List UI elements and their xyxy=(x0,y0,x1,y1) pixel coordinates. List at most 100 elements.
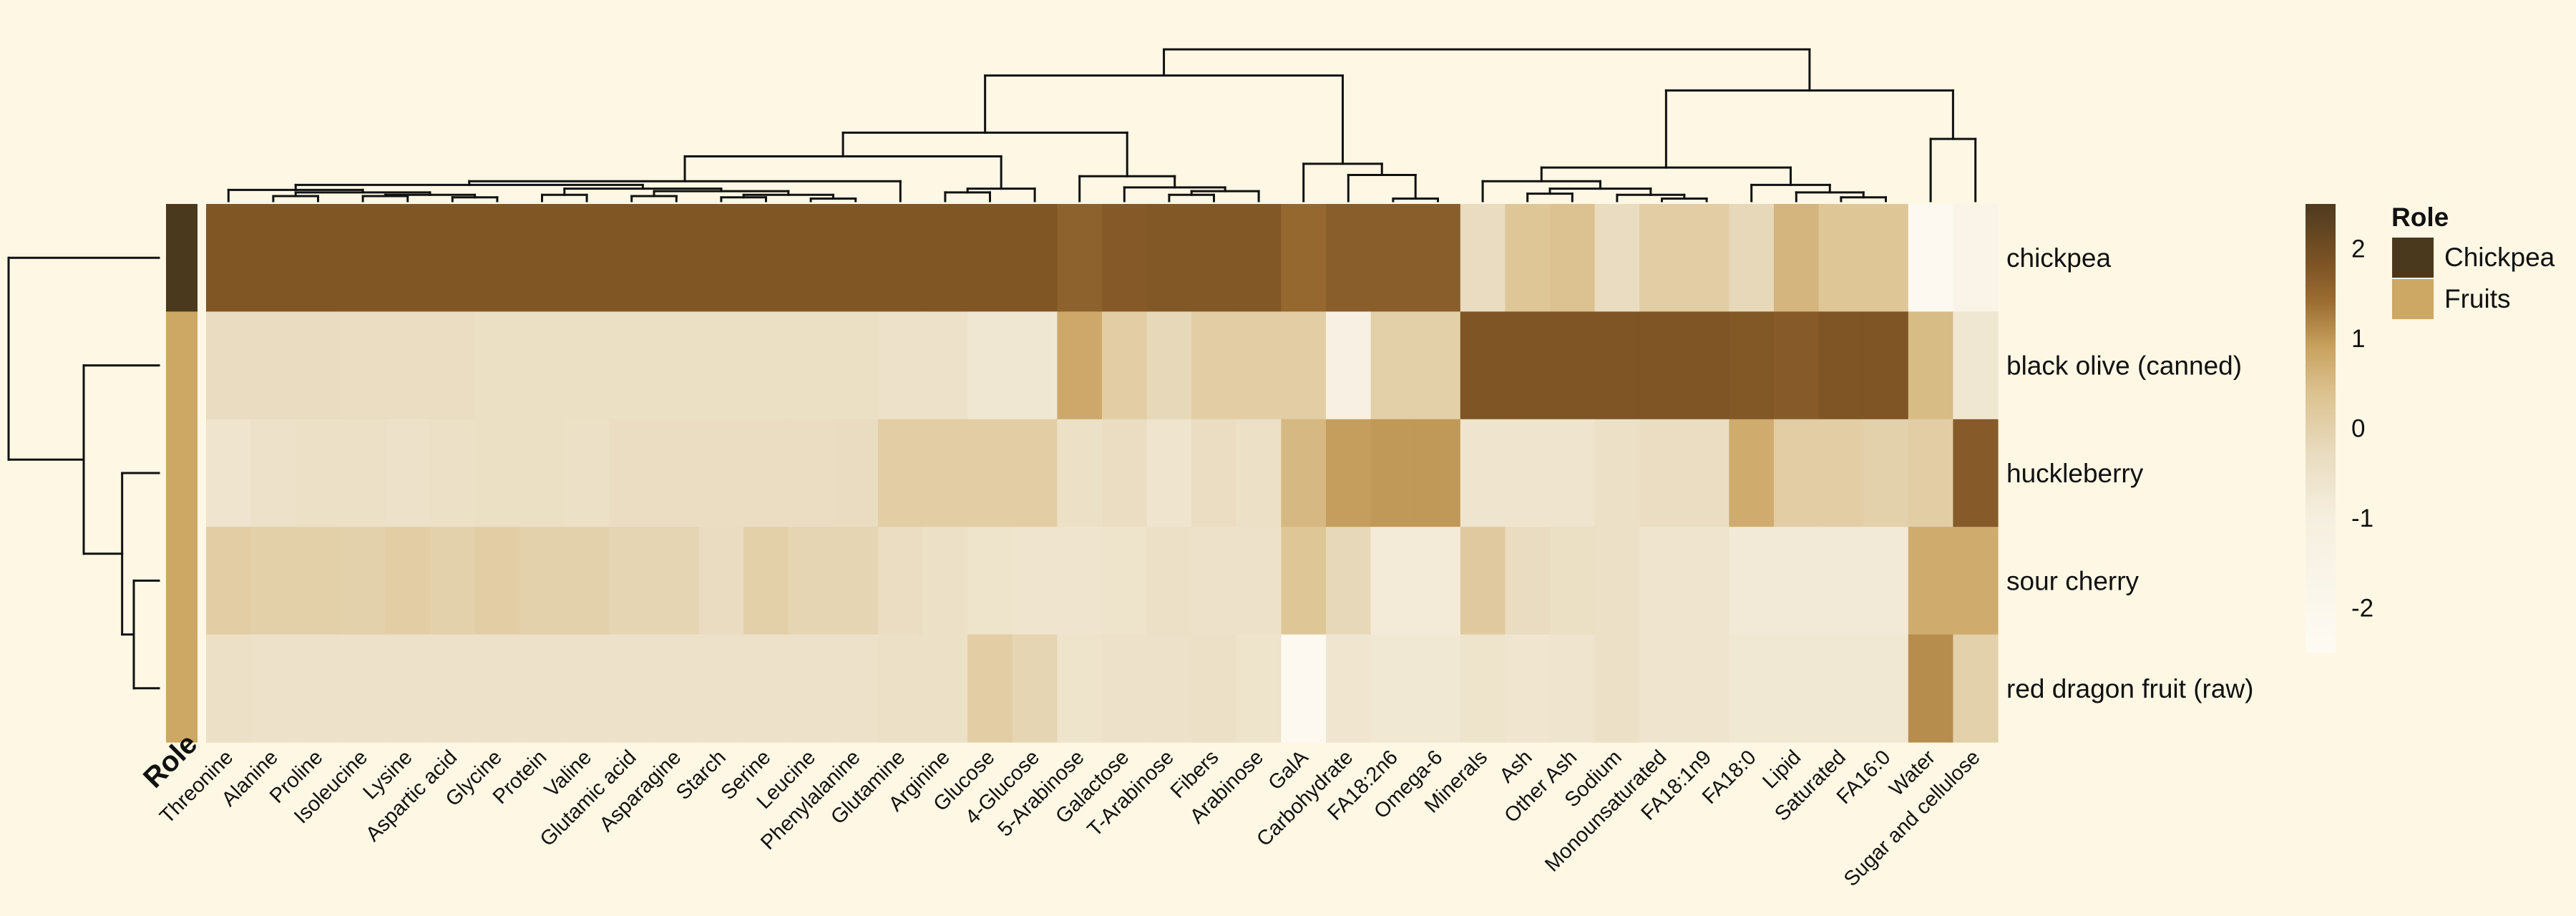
heatmap-cell xyxy=(1863,419,1909,527)
heatmap-cell xyxy=(1863,311,1909,420)
heatmap-cell xyxy=(1102,204,1148,312)
heatmap-cell xyxy=(430,634,476,743)
role-annotation-cell xyxy=(166,204,197,312)
heatmap-cell xyxy=(1146,419,1192,527)
heatmap-cell xyxy=(1908,204,1953,312)
colorbar: 2 1 0 -1 -2 xyxy=(2306,204,2373,653)
heatmap-cell xyxy=(1818,527,1864,635)
heatmap-cell xyxy=(1326,204,1372,312)
heatmap-cell xyxy=(698,419,744,527)
heatmap-cell xyxy=(1057,527,1103,635)
heatmap-cell xyxy=(878,311,924,420)
heatmap-cell xyxy=(1639,527,1685,635)
row-label: sour cherry xyxy=(2006,566,2140,595)
heatmap-cell xyxy=(1774,311,1820,420)
heatmap-cell xyxy=(1550,204,1596,312)
heatmap-cell xyxy=(1684,204,1729,312)
heatmap-cell xyxy=(519,527,565,635)
heatmap-cell xyxy=(922,419,968,527)
heatmap-cell xyxy=(922,527,968,635)
heatmap-cell xyxy=(340,527,386,635)
heatmap-cell xyxy=(340,634,386,743)
heatmap-cell xyxy=(430,204,476,312)
heatmap-cell xyxy=(250,311,296,420)
heatmap-cell xyxy=(1908,527,1953,635)
heatmap-cell xyxy=(296,311,341,420)
heatmap-cell xyxy=(1505,634,1551,743)
heatmap-cell xyxy=(519,311,565,420)
heatmap-cell xyxy=(474,204,520,312)
heatmap-cell xyxy=(1639,204,1685,312)
heatmap-cell xyxy=(698,311,744,420)
heatmap-cell xyxy=(1774,527,1820,635)
heatmap-cell xyxy=(1863,204,1909,312)
heatmap-cell xyxy=(250,527,296,635)
heatmap-cell xyxy=(1146,311,1192,420)
column-dendrogram xyxy=(227,48,1977,203)
heatmap-cell xyxy=(1236,634,1282,743)
colorbar-tick-label: 1 xyxy=(2351,325,2365,353)
heatmap-cell xyxy=(788,204,834,312)
heatmap-cell xyxy=(833,204,879,312)
heatmap-cell xyxy=(1774,204,1820,312)
heatmap-cell xyxy=(654,419,700,527)
heatmap-cell xyxy=(519,419,565,527)
heatmap-cell xyxy=(1191,634,1237,743)
row-label: red dragon fruit (raw) xyxy=(2006,674,2253,703)
row-label: black olive (canned) xyxy=(2006,351,2242,381)
heatmap-cell xyxy=(1505,419,1551,527)
heatmap-cell xyxy=(609,634,655,743)
heatmap-cell xyxy=(1012,634,1058,743)
heatmap-cell xyxy=(1863,527,1909,635)
heatmap-cell xyxy=(206,634,252,743)
heatmap-cell xyxy=(1102,311,1148,420)
heatmap-cell xyxy=(1191,419,1237,527)
heatmap-cell xyxy=(1594,204,1640,312)
heatmap-cell xyxy=(654,634,700,743)
heatmap-cell xyxy=(1594,419,1640,527)
heatmap-cell xyxy=(1729,204,1775,312)
role-legend-swatch xyxy=(2392,238,2434,278)
heatmap-cell xyxy=(1953,419,1999,527)
colorbar-tick-label: -2 xyxy=(2351,594,2373,622)
heatmap-cell xyxy=(1146,204,1192,312)
heatmap-cell xyxy=(788,634,834,743)
heatmap-cell xyxy=(1326,634,1372,743)
heatmap-cell xyxy=(1684,311,1729,420)
heatmap-cell xyxy=(1818,311,1864,420)
heatmap-cell xyxy=(1818,634,1864,743)
heatmap-cell xyxy=(833,419,879,527)
heatmap-cell xyxy=(788,311,834,420)
heatmap-cell xyxy=(206,527,252,635)
heatmap-cell xyxy=(430,419,476,527)
heatmap-cell xyxy=(1057,311,1103,420)
row-dendrogram xyxy=(7,256,160,690)
heatmap-cell xyxy=(1102,634,1148,743)
heatmap-cell xyxy=(250,204,296,312)
heatmap-cell xyxy=(743,204,789,312)
heatmap-cell xyxy=(296,527,341,635)
heatmap-cell xyxy=(1729,634,1775,743)
heatmap-cell xyxy=(967,527,1013,635)
heatmap-cell xyxy=(1012,204,1058,312)
heatmap-cell xyxy=(878,204,924,312)
heatmap-cell xyxy=(609,419,655,527)
heatmap-cell xyxy=(1908,419,1953,527)
role-legend: Role Chickpea Fruits xyxy=(2391,203,2555,319)
heatmap-cell xyxy=(1057,634,1103,743)
heatmap-cell xyxy=(1460,419,1506,527)
heatmap-cell xyxy=(1953,204,1999,312)
heatmap-cell xyxy=(743,527,789,635)
heatmap-cell xyxy=(1550,311,1596,420)
heatmap-cell xyxy=(788,527,834,635)
heatmap-cell xyxy=(340,204,386,312)
heatmap-cell xyxy=(385,527,431,635)
colorbar-tick-label: 2 xyxy=(2351,235,2365,263)
row-label: chickpea xyxy=(2006,243,2111,273)
heatmap-cell xyxy=(967,204,1013,312)
heatmap-cell xyxy=(340,419,386,527)
row-label: huckleberry xyxy=(2006,459,2144,488)
heatmap-cell xyxy=(1236,311,1282,420)
heatmap-cell xyxy=(564,419,610,527)
